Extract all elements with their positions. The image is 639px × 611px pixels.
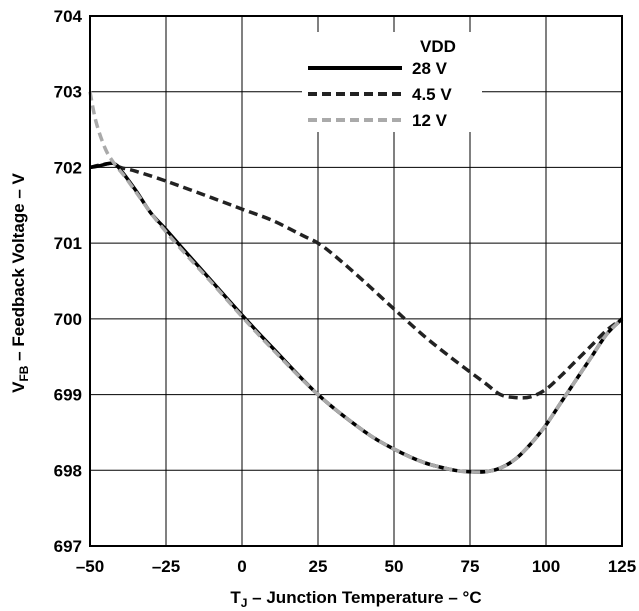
y-tick-label: 702	[54, 158, 82, 177]
legend-label: 28 V	[412, 59, 448, 78]
y-tick-label: 699	[54, 386, 82, 405]
y-tick-label: 703	[54, 83, 82, 102]
legend: VDD 28 V 4.5 V 12 V	[302, 32, 482, 132]
y-axis-label-rest: – Feedback Voltage – V	[9, 172, 28, 365]
x-tick-label: 100	[532, 557, 560, 576]
y-tick-labels: 697 698 699 700 701 702 703 704	[54, 7, 83, 556]
x-axis-label-rest: – Junction Temperature – °C	[247, 588, 481, 607]
x-tick-label: 25	[309, 557, 328, 576]
y-tick-label: 701	[54, 234, 82, 253]
x-tick-label: 0	[237, 557, 246, 576]
x-tick-label: 75	[461, 557, 480, 576]
series-layer	[88, 91, 624, 474]
legend-background	[302, 32, 482, 132]
x-axis-label: TJ – Junction Temperature – °C	[230, 588, 481, 610]
x-axis-label-sub: J	[241, 596, 248, 610]
y-axis-label: VFB – Feedback Voltage – V	[9, 172, 31, 392]
y-tick-label: 698	[54, 461, 82, 480]
series-line-12v	[88, 91, 624, 474]
series-line-4_5v	[89, 161, 624, 400]
x-tick-label: –25	[152, 557, 180, 576]
y-tick-label: 697	[54, 537, 82, 556]
legend-label: 12 V	[412, 111, 448, 130]
y-axis-label-main: V	[9, 381, 28, 393]
legend-label: 4.5 V	[412, 85, 452, 104]
y-axis-label-sub: FB	[17, 365, 31, 381]
y-tick-label: 704	[54, 7, 83, 26]
x-axis-label-main: T	[230, 588, 241, 607]
x-tick-labels: –50 –25 0 25 50 75 100 125	[76, 557, 636, 576]
plot-frame	[89, 15, 623, 547]
x-tick-label: 125	[608, 557, 636, 576]
legend-title: VDD	[420, 37, 456, 56]
x-tick-label: –50	[76, 557, 104, 576]
x-tick-label: 50	[385, 557, 404, 576]
y-tick-label: 700	[54, 310, 82, 329]
